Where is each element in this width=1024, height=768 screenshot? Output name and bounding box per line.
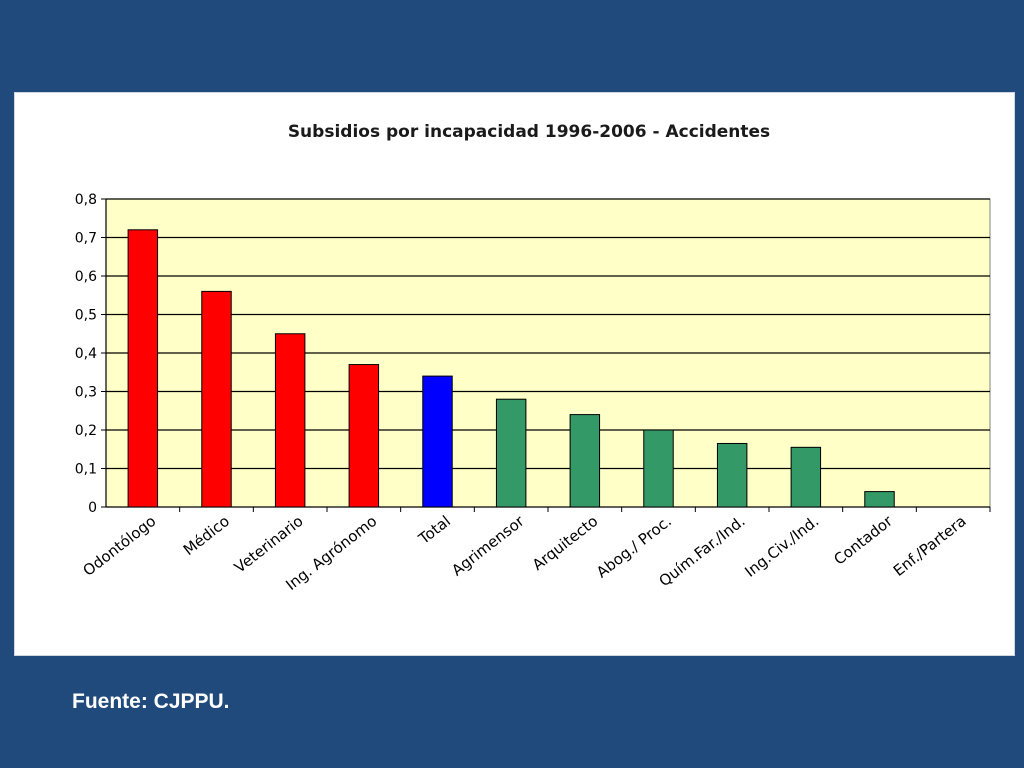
bar-6 [495, 398, 527, 508]
y-tick-label: 0 [88, 500, 97, 516]
y-tick-label: 0,2 [75, 423, 97, 439]
chart-panel: Subsidios por incapacidad 1996-2006 - Ac… [14, 92, 1015, 656]
source-note: Fuente: CJPPU. [72, 690, 230, 713]
x-tick-label: Veterinario [231, 512, 307, 577]
chart-title: Subsidios por incapacidad 1996-2006 - Ac… [288, 122, 770, 142]
y-tick-label: 0,1 [75, 462, 97, 478]
bar-7 [569, 414, 601, 508]
bar-4 [348, 364, 380, 508]
x-tick-label: Agrimensor [448, 511, 528, 579]
x-tick-label: Médico [180, 512, 233, 559]
y-tick-label: 0,3 [75, 385, 97, 401]
x-tick-label: Total [414, 512, 453, 548]
bar-11 [864, 491, 895, 508]
bar-9 [716, 442, 748, 508]
bar-5 [422, 375, 453, 508]
y-tick-label: 0,6 [75, 269, 97, 285]
bar-3 [274, 333, 306, 508]
x-tick-label: Contador [830, 511, 896, 568]
y-tick-label: 0,8 [75, 192, 97, 208]
y-tick-label: 0,5 [75, 308, 97, 324]
x-tick-label: Ing.Civ./Ind. [741, 512, 822, 581]
bar-8 [643, 429, 674, 508]
x-tick-label: Enf./Partera [890, 512, 970, 580]
x-tick-label: Odontólogo [80, 512, 160, 580]
bar-2 [201, 290, 232, 508]
bar-1 [127, 229, 159, 508]
x-tick-label: Arquitecto [529, 512, 601, 574]
bar-chart: Subsidios por incapacidad 1996-2006 - Ac… [75, 122, 991, 594]
y-tick-label: 0,7 [75, 231, 97, 247]
y-tick-label: 0,4 [75, 346, 97, 362]
bar-10 [790, 446, 822, 508]
